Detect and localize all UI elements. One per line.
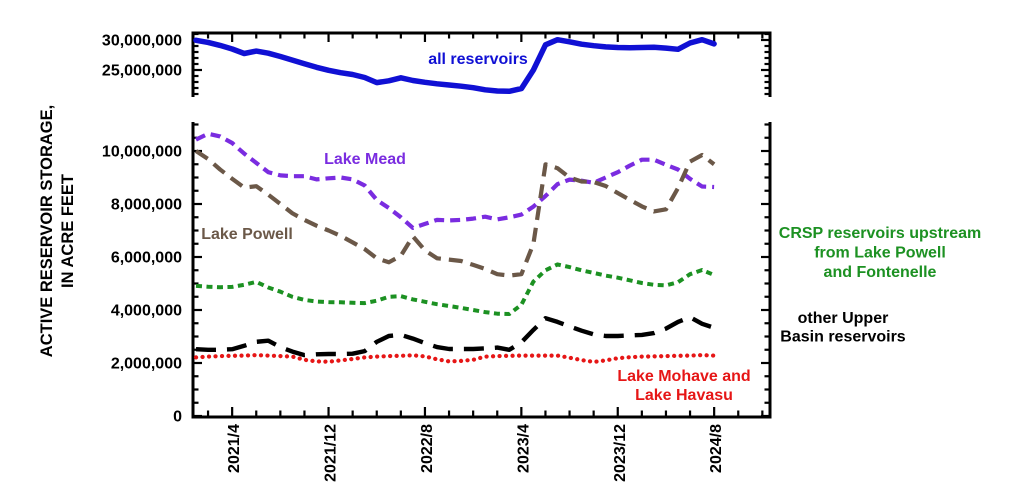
annotation-label-all-reservoirs: all reservoirs [428,51,528,68]
y-tick-label: 10,000,000 [102,144,182,161]
annotation-label-lake-mead: Lake Mead [324,151,406,168]
y-tick-label: 2,000,000 [111,356,182,373]
y-axis-title-line1: ACTIVE RESERVOIR STORAGE, [38,105,56,357]
y-tick-label: 4,000,000 [111,303,182,320]
x-tick-label: 2023/12 [612,424,629,482]
series-line-crsp-reservoirs-upstream-from-lake-powell-and-fontenelle [195,262,715,316]
y-tick-label: 6,000,000 [111,250,182,267]
y-axis-title-line2: IN ACRE FEET [59,174,77,288]
annotation-label-upper-basin-legend: other Upper [798,310,889,327]
x-tick-label: 2021/12 [323,424,340,482]
annotation-label-mohave-havasu: Lake Havasu [635,387,733,404]
series-line-lake-powell [194,149,716,278]
x-tick-label: 2021/4 [226,424,243,473]
annotation-label-crsp-legend: CRSP reservoirs upstream [779,225,981,242]
annotation-label-crsp-legend: from Lake Powell [814,245,946,262]
x-tick-label: 2024/8 [708,424,725,473]
y-tick-label: 25,000,000 [102,63,182,80]
y-tick-label: 30,000,000 [102,33,182,50]
annotation-label-upper-basin-legend: Basin reservoirs [780,329,906,346]
annotation-label-mohave-havasu: Lake Mohave and [617,368,750,385]
annotation-label-crsp-legend: and Fontenelle [824,264,937,281]
x-tick-label: 2022/8 [419,424,436,473]
series-line-lake-mead [195,131,715,230]
y-tick-label: 0 [173,409,182,426]
series-line-lake-mohave-and-lake-havasu [193,353,717,364]
annotation-label-lake-powell: Lake Powell [201,226,293,243]
x-tick-label: 2023/4 [515,424,532,473]
series-line-all-reservoirs [193,36,717,95]
y-tick-label: 8,000,000 [111,197,182,214]
